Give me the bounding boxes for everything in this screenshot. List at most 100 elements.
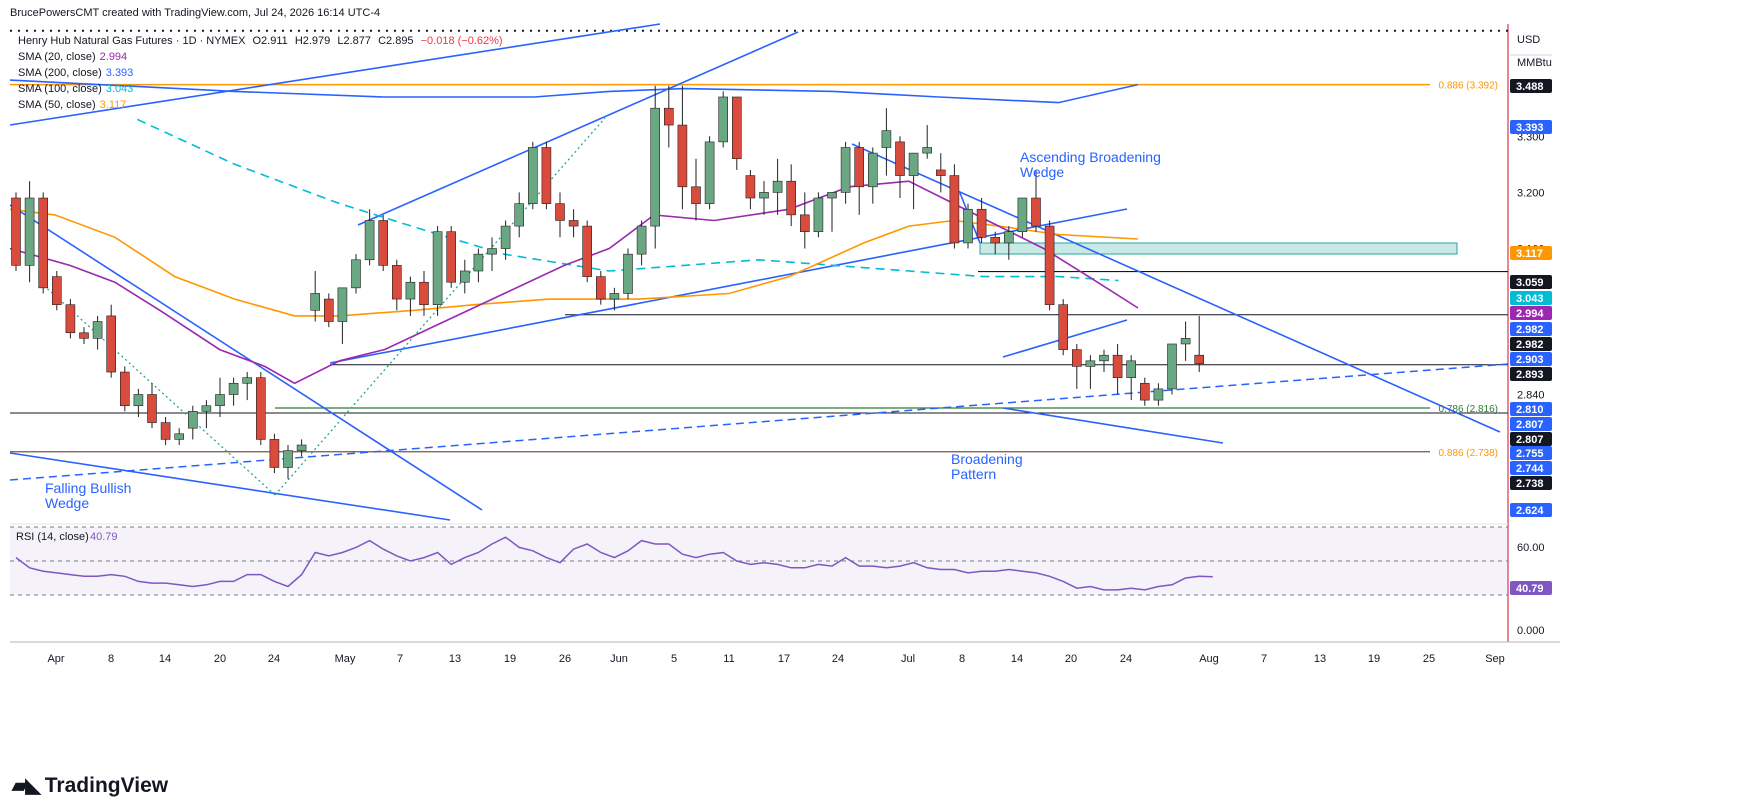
price-change: −0.018 (−0.62%) xyxy=(420,35,503,47)
falling-wedge-label: Wedge xyxy=(45,495,89,511)
x-tick-label: 20 xyxy=(1065,653,1077,665)
rsi-label: RSI (14, close) xyxy=(16,531,89,543)
candle-body xyxy=(623,253,633,294)
candle-body xyxy=(147,394,157,423)
x-tick-label: 13 xyxy=(1314,653,1326,665)
candle-body xyxy=(1153,388,1164,401)
candle-body xyxy=(92,321,103,339)
resistance-zone xyxy=(979,242,1458,255)
candle-body xyxy=(963,208,973,244)
broadening-pattern-label: Broadening xyxy=(951,451,1023,467)
price-badge-value: 2.893 xyxy=(1516,369,1544,381)
candle-body xyxy=(650,107,661,227)
legend-sma100[interactable]: SMA (100, close) 3.043 xyxy=(18,83,134,95)
candle-body xyxy=(867,152,878,188)
price-badge-value: 2.982 xyxy=(1516,324,1544,336)
legend-sma50[interactable]: SMA (50, close) 3.117 xyxy=(18,99,127,111)
candle-body xyxy=(24,197,35,266)
candle-body xyxy=(731,96,742,160)
candle-body xyxy=(310,293,321,311)
rsi-line xyxy=(15,536,1213,591)
price-badge xyxy=(1510,402,1552,416)
price-badge xyxy=(1510,432,1552,446)
candle-body xyxy=(541,147,552,204)
candle-body xyxy=(1058,304,1068,350)
candle-body xyxy=(446,231,457,283)
candle-body xyxy=(718,96,729,143)
candle-body xyxy=(337,287,348,322)
fib-label: 0.786 (2.816) xyxy=(1439,404,1499,415)
candle-body xyxy=(799,214,810,233)
ohlc-low: L2.877 xyxy=(337,35,372,47)
symbol-info: Henry Hub Natural Gas Futures · 1D · NYM… xyxy=(18,35,507,47)
candle-body xyxy=(459,270,470,283)
price-badge-value: 2.744 xyxy=(1516,463,1544,475)
candle-body xyxy=(813,197,824,233)
candle-body xyxy=(990,237,1001,244)
candle-body xyxy=(405,281,416,300)
candle-body xyxy=(922,147,933,154)
x-tick-label: May xyxy=(335,653,356,665)
dashed-trend-line xyxy=(9,363,1509,481)
candle-body xyxy=(582,225,593,277)
ascending-wedge-label: Wedge xyxy=(1020,164,1064,180)
candle-body xyxy=(827,192,837,199)
trend-line xyxy=(357,31,799,226)
price-badge xyxy=(1510,275,1552,289)
rsi-tick-label: 60.00 xyxy=(1517,542,1545,554)
x-tick-label: 25 xyxy=(1423,653,1435,665)
candle-body xyxy=(840,147,851,193)
x-tick-label: 8 xyxy=(108,653,114,665)
legend-sma200[interactable]: SMA (200, close) 3.393 xyxy=(18,67,134,79)
candle-body xyxy=(1031,197,1041,227)
tradingview-logo[interactable]: ▰◣ TradingView xyxy=(12,774,169,797)
candle-body xyxy=(120,371,130,407)
x-tick-label: 14 xyxy=(1011,653,1023,665)
price-badge-value: 3.117 xyxy=(1516,248,1543,260)
price-badge-value: 3.393 xyxy=(1516,122,1544,134)
trend-line xyxy=(9,452,451,521)
trend-line xyxy=(329,208,1128,364)
candle-body xyxy=(895,141,905,176)
chart-attribution: BrucePowersCMT created with TradingView.… xyxy=(10,7,381,19)
candle-body xyxy=(11,197,21,266)
candle-body xyxy=(772,180,783,193)
candle-body xyxy=(663,107,674,126)
candle-body xyxy=(255,377,266,440)
x-tick-label: 7 xyxy=(1261,653,1267,665)
price-badge-value: 2.903 xyxy=(1516,354,1544,366)
price-badge xyxy=(1510,246,1552,260)
fib-label: 0.886 (2.738) xyxy=(1439,448,1499,459)
x-tick-label: 5 xyxy=(671,653,677,665)
x-tick-label: Aug xyxy=(1199,653,1219,665)
fib-label: 0.886 (3.392) xyxy=(1439,81,1499,92)
price-badge-value: 3.059 xyxy=(1516,277,1544,289)
candle-body xyxy=(391,265,402,300)
candle-body xyxy=(935,169,946,176)
x-tick-label: 8 xyxy=(959,653,965,665)
candle-body xyxy=(704,141,715,204)
price-badge-value: 2.810 xyxy=(1516,404,1544,416)
candle-body xyxy=(283,450,293,468)
candle-body xyxy=(188,411,198,429)
tradingview-logo-icon: ▰◣ xyxy=(12,775,41,797)
candle-body xyxy=(133,394,144,407)
x-tick-label: 19 xyxy=(1368,653,1380,665)
candle-body xyxy=(786,180,797,216)
broadening-pattern-label: Pattern xyxy=(951,466,996,482)
candle-body xyxy=(38,197,49,289)
rsi-badge-value: 40.79 xyxy=(1516,583,1544,595)
y-tick-label: 3.300 xyxy=(1517,131,1545,143)
candle-body xyxy=(228,382,239,395)
candle-body xyxy=(1085,360,1096,367)
price-badge xyxy=(1510,367,1552,381)
candle-body xyxy=(908,152,919,176)
candle-body xyxy=(677,124,688,188)
price-badge xyxy=(1510,322,1552,336)
candle-body xyxy=(323,298,334,322)
symbol-name[interactable]: Henry Hub Natural Gas Futures · 1D · NYM… xyxy=(18,35,246,47)
legend-sma20[interactable]: SMA (20, close) 2.994 xyxy=(18,51,128,63)
candle-body xyxy=(1044,225,1055,305)
price-badge-value: 2.755 xyxy=(1516,448,1544,460)
